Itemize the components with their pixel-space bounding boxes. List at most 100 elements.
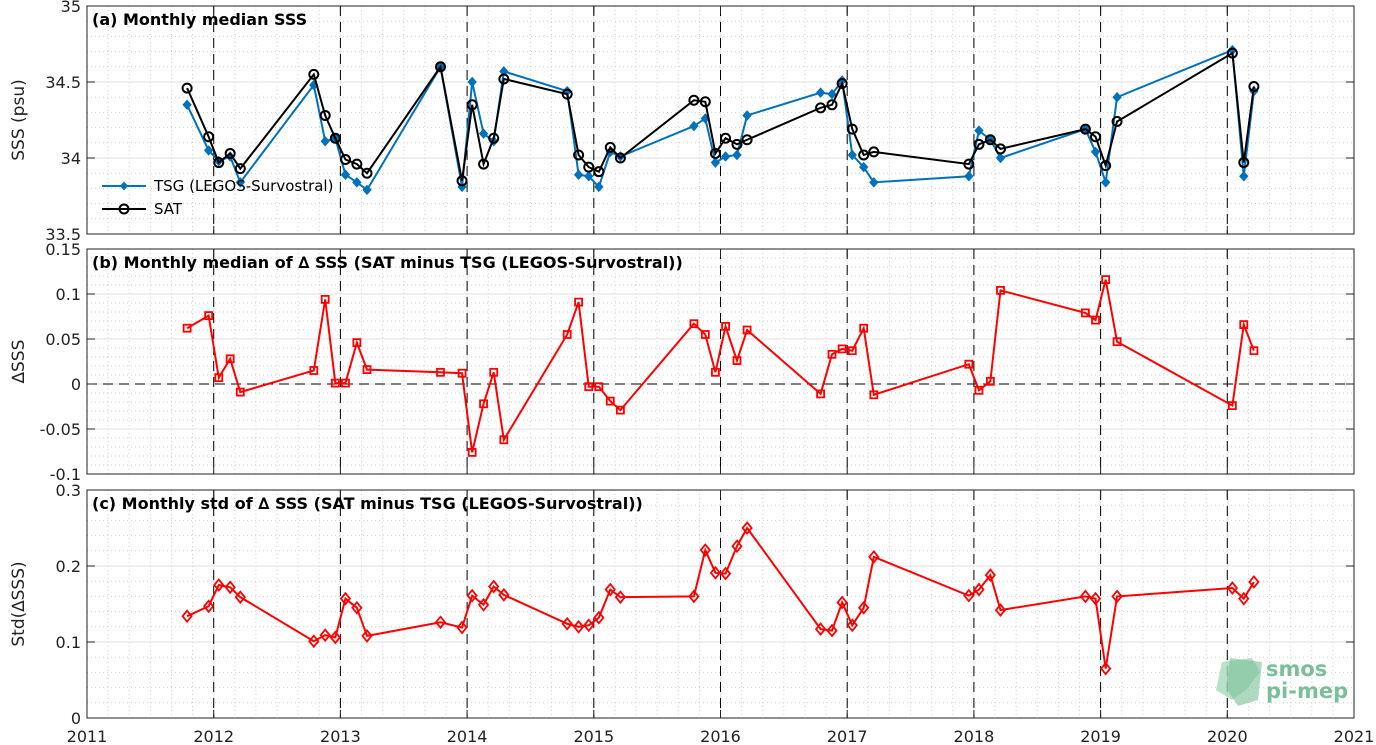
data-point — [868, 146, 880, 158]
data-point — [1100, 160, 1112, 172]
data-point — [434, 61, 446, 73]
data-point — [1238, 157, 1250, 169]
legend-label: SAT — [154, 200, 183, 218]
panel-b: -0.1 -0.05 0 0.05 0.1 0.15 ∆SSS (b) Monthly med… — [9, 240, 1355, 484]
data-point — [308, 634, 320, 649]
legend-marker — [118, 203, 130, 215]
data-point — [477, 597, 490, 612]
series-line — [186, 526, 1255, 669]
data-point — [352, 338, 362, 348]
data-point — [827, 349, 837, 359]
data-point — [973, 138, 985, 150]
data-point — [1101, 275, 1111, 285]
data-point — [1089, 591, 1102, 606]
data-point — [584, 382, 594, 392]
data-point — [847, 149, 857, 161]
data-point — [562, 330, 572, 339]
data-point — [319, 109, 331, 121]
data-point — [1239, 170, 1249, 182]
data-point — [1100, 177, 1111, 188]
data-point — [456, 175, 468, 187]
y-tick-label: 34 — [61, 149, 81, 168]
logo-text-smos: smos — [1266, 657, 1327, 681]
panel-a: 33.5 34 34.5 35 SSS (psu) (a) Monthly median … — [9, 0, 1355, 244]
data-point — [742, 110, 752, 121]
data-point — [605, 396, 615, 406]
panel-title: (c) Monthly std of ∆ SSS (SAT minus TSG … — [92, 494, 643, 513]
data-point — [329, 132, 341, 144]
data-point — [489, 367, 499, 377]
data-point — [583, 618, 595, 633]
data-point — [214, 373, 224, 383]
data-point — [361, 167, 373, 179]
data-point — [604, 582, 616, 597]
data-point — [847, 346, 857, 356]
y-tick-label: 34.5 — [45, 73, 81, 92]
x-tick-label: 2015 — [573, 727, 614, 745]
data-point — [235, 387, 245, 397]
data-point — [614, 590, 627, 605]
data-point — [827, 88, 837, 100]
data-point — [234, 163, 246, 175]
data-point — [499, 435, 509, 445]
data-point — [499, 66, 509, 77]
data-point — [964, 359, 974, 369]
data-point — [574, 297, 583, 307]
data-point — [741, 521, 753, 535]
data-point — [719, 566, 732, 581]
data-point — [974, 385, 984, 395]
data-point — [869, 390, 879, 400]
y-tick-label: -0.1 — [50, 465, 81, 484]
data-point — [869, 177, 879, 188]
data-point — [616, 405, 625, 415]
data-point — [720, 151, 731, 162]
data-point — [859, 323, 869, 333]
data-point — [731, 539, 743, 554]
x-tick-label: 2018 — [954, 727, 995, 745]
data-point — [846, 123, 858, 135]
data-point — [742, 325, 752, 335]
data-point — [456, 620, 468, 635]
y-tick-label: 33.5 — [45, 225, 81, 244]
data-point — [689, 120, 699, 132]
data-point — [561, 88, 573, 100]
smos-pi-mep-logo: smos pi-mep — [1216, 657, 1348, 706]
data-point — [711, 367, 720, 377]
y-tick-label: 0.2 — [56, 557, 81, 576]
panel-c: 0 0.1 0.2 0.3 2011 2012 2013 2014 2015 2016 2017 20… — [9, 481, 1374, 745]
data-point — [203, 131, 215, 143]
data-point — [996, 285, 1005, 295]
y-tick-label: 0 — [71, 375, 81, 394]
data-point — [1248, 575, 1260, 589]
data-point — [974, 125, 984, 136]
data-point — [815, 87, 826, 98]
data-point — [814, 622, 827, 637]
data-point — [731, 138, 743, 150]
x-tick-label: 2013 — [320, 727, 361, 745]
panel-title: (b) Monthly median of ∆ SSS (SAT minus T… — [92, 253, 683, 272]
data-point — [858, 600, 870, 615]
y-axis-label: Std(∆SSS) — [9, 561, 29, 646]
data-point — [688, 589, 700, 604]
data-point — [352, 177, 362, 188]
x-tick-label: 2011 — [67, 727, 108, 745]
data-point — [478, 158, 490, 170]
data-point — [203, 145, 214, 156]
data-point — [362, 184, 372, 196]
data-point — [837, 344, 847, 354]
legend: TSG (LEGOS-Survostral) SAT — [102, 177, 333, 218]
data-point — [361, 628, 373, 643]
data-point — [204, 311, 214, 321]
series-0 — [181, 521, 1260, 676]
data-point — [351, 158, 363, 170]
panel-title: (a) Monthly median SSS — [92, 10, 307, 29]
series-1 — [181, 47, 1260, 187]
data-point — [329, 630, 341, 645]
data-point — [815, 102, 827, 114]
legend-label: TSG (LEGOS-Survostral) — [153, 177, 333, 195]
data-point — [584, 170, 594, 182]
data-point — [488, 579, 500, 594]
data-point — [973, 582, 985, 597]
logo-text-pi-mep: pi-mep — [1266, 679, 1348, 703]
